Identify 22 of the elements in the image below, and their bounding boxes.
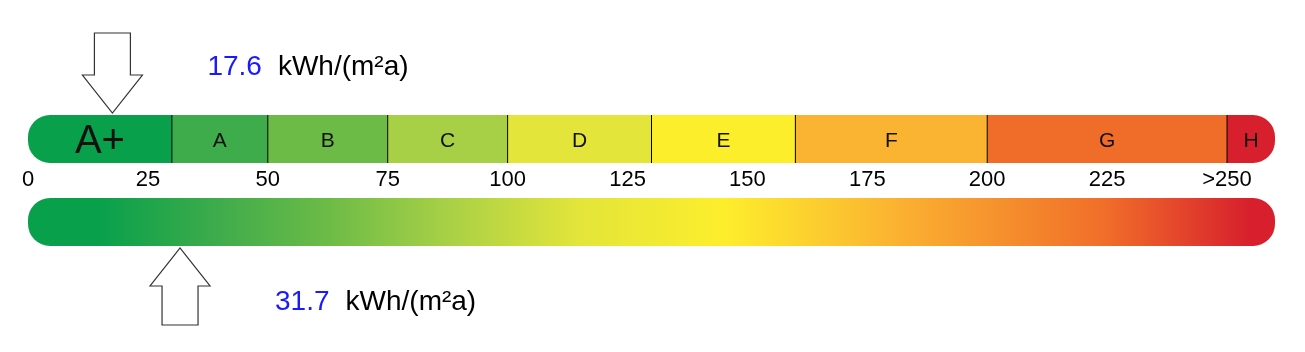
x-tick-label: 75	[375, 166, 400, 191]
x-tick-label: 125	[609, 166, 646, 191]
x-tick-label: >250	[1202, 166, 1252, 191]
series-label: C	[440, 127, 456, 151]
text: 17.6 kWh/(m²a)	[207, 50, 409, 81]
x-tick-label: 150	[729, 166, 766, 191]
x-tick-label: 25	[135, 166, 161, 191]
text: 31.7 kWh/(m²a)	[275, 285, 477, 316]
series-label: G	[1098, 127, 1116, 151]
series-label: A	[212, 127, 227, 151]
series-label: E	[716, 127, 731, 151]
series-label: B	[320, 127, 335, 151]
series-label: H	[1243, 127, 1259, 151]
x-tick-label: 50	[255, 166, 281, 191]
x-tick-label: 0	[21, 166, 35, 191]
series-label: D	[571, 127, 588, 151]
x-tick-label: 200	[968, 166, 1006, 191]
x-tick-label: 100	[489, 166, 526, 191]
x-tick-label: 175	[848, 166, 886, 191]
series-label: A+	[74, 117, 125, 162]
x-tick-label: 225	[1088, 166, 1126, 191]
series-label: F	[884, 127, 898, 151]
